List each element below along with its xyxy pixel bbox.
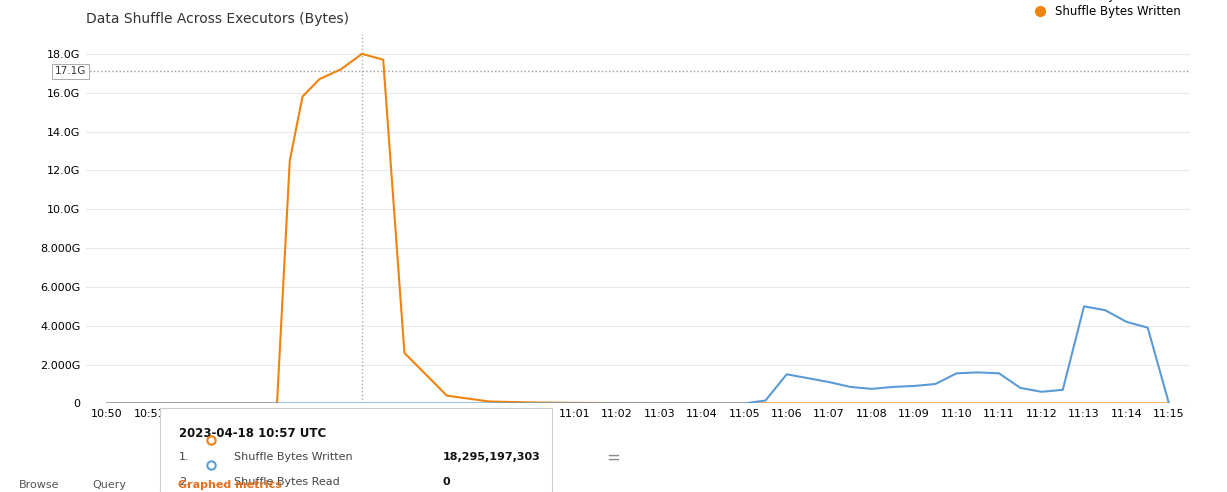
Text: 1.: 1. — [179, 452, 190, 462]
Text: 2023-04-18 10:57 UTC: 2023-04-18 10:57 UTC — [179, 427, 326, 440]
Text: 17.1G: 17.1G — [54, 66, 86, 76]
Text: Shuffle Bytes Read: Shuffle Bytes Read — [234, 477, 340, 487]
Legend: Shuffle Bytes Read, Shuffle Bytes Written: Shuffle Bytes Read, Shuffle Bytes Writte… — [1025, 0, 1184, 22]
Text: Browse: Browse — [18, 480, 59, 490]
Text: Graphed metrics: Graphed metrics — [178, 480, 282, 490]
Text: 18,295,197,303: 18,295,197,303 — [442, 452, 540, 462]
Text: Shuffle Bytes Written: Shuffle Bytes Written — [234, 452, 352, 462]
Text: =: = — [606, 449, 621, 466]
Text: 04-18 10:56: 04-18 10:56 — [333, 413, 391, 423]
Text: 2.: 2. — [179, 477, 190, 487]
Text: Query: Query — [92, 480, 126, 490]
Text: Data Shuffle Across Executors (Bytes): Data Shuffle Across Executors (Bytes) — [86, 12, 348, 27]
Text: 0: 0 — [442, 477, 450, 487]
